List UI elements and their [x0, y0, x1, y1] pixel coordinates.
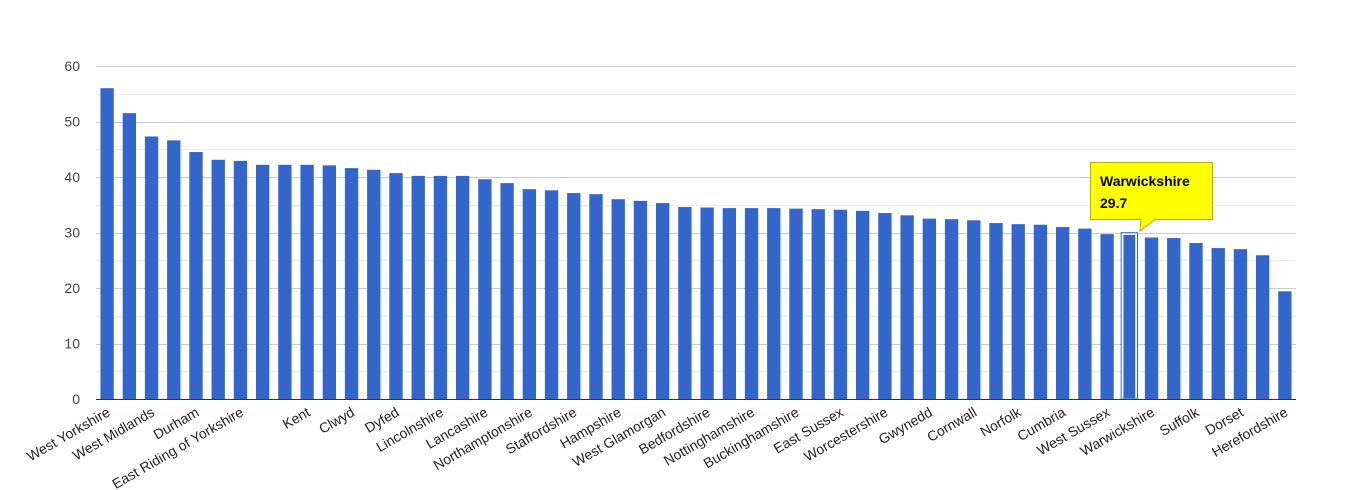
bar[interactable]: [367, 169, 381, 399]
bar[interactable]: [811, 209, 825, 399]
tooltip-value: 29.7: [1100, 195, 1127, 211]
bar[interactable]: [1011, 224, 1025, 399]
bar[interactable]: [456, 175, 470, 399]
bar[interactable]: [211, 159, 225, 399]
bar[interactable]: [167, 140, 181, 399]
bar[interactable]: [233, 160, 248, 399]
bar[interactable]: [611, 199, 625, 399]
x-category-label: Clwyd: [316, 404, 357, 437]
y-tick-label: 50: [64, 114, 80, 130]
bar[interactable]: [633, 200, 648, 399]
bar[interactable]: [1211, 248, 1225, 399]
bar[interactable]: [1100, 234, 1114, 399]
bar[interactable]: [567, 193, 581, 399]
bar[interactable]: [189, 152, 203, 399]
y-tick-label: 30: [64, 225, 80, 241]
y-axis-tick-labels: 0 10 20 30 40 50 60: [64, 58, 80, 407]
bar-highlighted[interactable]: [1121, 233, 1137, 400]
bar[interactable]: [544, 190, 559, 399]
bar[interactable]: [300, 164, 314, 399]
x-category-label: Cornwall: [924, 404, 979, 445]
bar[interactable]: [1056, 226, 1070, 399]
bar[interactable]: [500, 183, 514, 399]
bar[interactable]: [900, 215, 914, 399]
tooltip-label: Warwickshire: [1100, 173, 1190, 189]
grid-lines: [96, 66, 1296, 372]
bar[interactable]: [144, 136, 159, 400]
bar[interactable]: [967, 220, 981, 399]
bar[interactable]: [1189, 243, 1203, 399]
x-category-label: Suffolk: [1157, 403, 1203, 439]
bar[interactable]: [1033, 224, 1048, 399]
bar[interactable]: [411, 175, 425, 399]
x-category-label: Kent: [280, 404, 313, 432]
bar[interactable]: [944, 219, 959, 399]
bar[interactable]: [656, 203, 670, 399]
bar[interactable]: [1278, 291, 1292, 399]
bar[interactable]: [833, 209, 848, 399]
bar[interactable]: [700, 207, 714, 399]
bar[interactable]: [100, 88, 114, 399]
bar[interactable]: [922, 218, 936, 399]
tooltip-box: [1090, 162, 1213, 233]
bar[interactable]: [433, 175, 448, 399]
bar[interactable]: [122, 113, 136, 400]
bar[interactable]: [589, 194, 603, 399]
bar[interactable]: [744, 208, 759, 399]
bar[interactable]: [1256, 255, 1270, 399]
y-tick-label: 0: [72, 391, 80, 407]
y-tick-label: 60: [64, 58, 80, 74]
bar[interactable]: [722, 208, 736, 399]
bars: [100, 88, 1292, 400]
bar[interactable]: [522, 189, 536, 399]
tooltip: Warwickshire 29.7: [1090, 162, 1213, 233]
bar[interactable]: [344, 168, 359, 399]
bar[interactable]: [1078, 228, 1092, 399]
bar[interactable]: [678, 206, 692, 399]
y-tick-label: 10: [64, 336, 80, 352]
bar[interactable]: [856, 210, 870, 399]
bar[interactable]: [256, 164, 270, 399]
bar[interactable]: [1144, 237, 1159, 399]
bar[interactable]: [989, 223, 1003, 399]
bar[interactable]: [389, 173, 403, 399]
bar[interactable]: [1233, 249, 1248, 399]
bar[interactable]: [322, 165, 336, 399]
bar[interactable]: [789, 208, 803, 399]
bar[interactable]: [278, 164, 292, 399]
bar[interactable]: [478, 179, 492, 399]
y-tick-label: 20: [64, 280, 80, 296]
y-tick-label: 40: [64, 169, 80, 185]
bar[interactable]: [878, 213, 892, 399]
bar[interactable]: [767, 208, 781, 399]
bar[interactable]: [1167, 238, 1181, 399]
